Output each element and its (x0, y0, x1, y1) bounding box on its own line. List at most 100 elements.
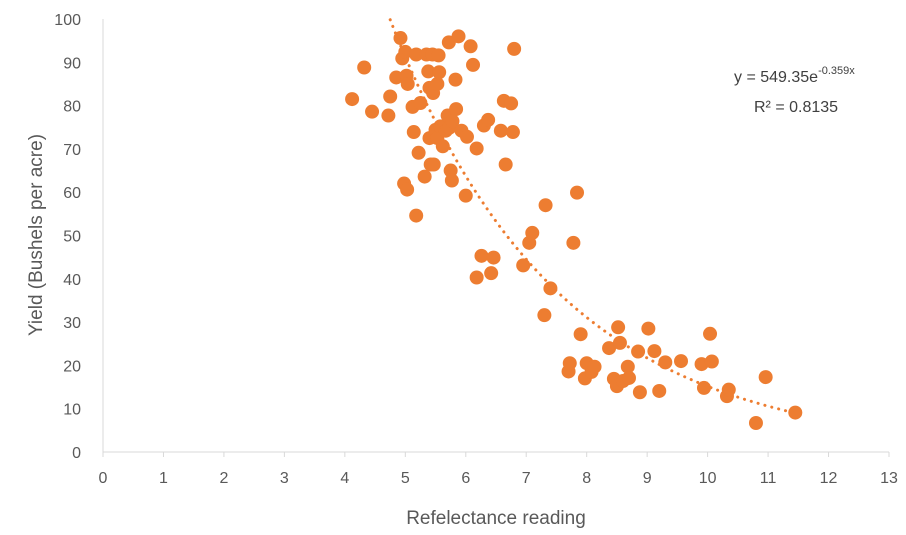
x-tick-label: 11 (760, 470, 777, 487)
data-point (430, 76, 445, 91)
data-point (458, 188, 473, 203)
data-point (411, 145, 426, 160)
data-point (426, 157, 441, 172)
y-tick-label: 60 (63, 185, 81, 202)
data-point (357, 60, 372, 75)
data-point (631, 344, 646, 359)
data-point (505, 125, 520, 140)
data-point (393, 31, 408, 46)
data-point (448, 72, 463, 87)
data-point (381, 108, 396, 123)
trendline-equation: y = 549.35e-0.359x (734, 65, 855, 86)
x-tick-label: 0 (99, 470, 108, 487)
trendline (388, 18, 797, 415)
data-point (696, 380, 711, 395)
data-point (449, 102, 464, 117)
data-point (641, 321, 656, 336)
trendline-path (388, 18, 797, 415)
data-point (507, 41, 522, 56)
data-point (432, 65, 447, 80)
x-tick-label: 3 (280, 470, 289, 487)
data-point (602, 341, 617, 356)
data-point (570, 185, 585, 200)
data-point (525, 225, 540, 240)
y-tick-label: 50 (63, 229, 81, 246)
data-point (504, 96, 519, 111)
x-tick-label: 6 (461, 470, 470, 487)
y-tick-label: 40 (63, 272, 81, 289)
y-tick-label: 80 (63, 99, 81, 116)
data-point (721, 382, 736, 397)
data-point (620, 359, 635, 374)
data-point (498, 157, 513, 172)
data-point (474, 248, 489, 263)
data-point (652, 383, 667, 398)
data-point (704, 354, 719, 369)
data-point (622, 370, 637, 385)
data-point (788, 405, 803, 420)
data-point (587, 359, 602, 374)
x-tick-label: 2 (219, 470, 228, 487)
data-point (469, 141, 484, 156)
data-point (486, 250, 501, 265)
data-point (451, 29, 466, 44)
data-point (481, 112, 496, 127)
data-points (345, 29, 803, 430)
y-tick-label: 30 (63, 315, 81, 332)
y-axis-title: Yield (Bushels per acre) (26, 134, 47, 336)
x-tick-label: 10 (699, 470, 717, 487)
x-axis (102, 451, 890, 457)
data-point (748, 415, 763, 430)
data-point (389, 70, 404, 85)
data-point (421, 64, 436, 79)
r-squared-label: R² = 0.8135 (754, 99, 838, 116)
y-tick-label: 90 (63, 55, 81, 72)
data-point (400, 76, 415, 91)
data-point (365, 104, 380, 119)
x-tick-label: 12 (820, 470, 838, 487)
data-point (435, 139, 450, 154)
data-point (463, 39, 478, 54)
data-point (383, 89, 398, 104)
y-tick-label: 10 (63, 402, 81, 419)
x-axis-title: Refelectance reading (406, 508, 586, 529)
data-point (758, 370, 773, 385)
data-point (493, 123, 508, 138)
data-point (658, 355, 673, 370)
data-point (632, 385, 647, 400)
data-point (566, 235, 581, 250)
data-point (674, 354, 689, 369)
x-tick-label: 1 (159, 470, 168, 487)
y-tick-label: 100 (54, 12, 81, 29)
data-point (573, 327, 588, 342)
x-tick-label: 5 (401, 470, 410, 487)
data-point (543, 281, 558, 296)
data-point (398, 44, 413, 59)
x-tick-label: 4 (340, 470, 349, 487)
data-point (406, 125, 421, 140)
data-point (444, 173, 459, 188)
data-point (409, 208, 424, 223)
y-tick-labels: 0 10 20 30 40 50 60 70 80 90 100 (54, 12, 81, 462)
data-point (537, 308, 552, 323)
y-tick-label: 20 (63, 358, 81, 375)
data-point (612, 335, 627, 350)
data-point (647, 344, 662, 359)
y-tick-label: 70 (63, 142, 81, 159)
data-point (409, 47, 424, 62)
data-point (611, 320, 626, 335)
equation-base: y = 549.35e (734, 69, 818, 86)
x-tick-label: 9 (643, 470, 652, 487)
data-point (466, 57, 481, 72)
equation-exponent: -0.359x (818, 65, 855, 77)
data-point (459, 129, 474, 144)
data-point (538, 198, 553, 213)
x-tick-label: 7 (522, 470, 531, 487)
data-point (516, 258, 531, 273)
data-point (400, 182, 415, 197)
data-point (484, 266, 499, 281)
data-point (417, 169, 432, 184)
x-tick-labels: 0 1 2 3 4 5 6 7 8 9 10 11 12 13 (99, 470, 898, 487)
data-point (562, 356, 577, 371)
